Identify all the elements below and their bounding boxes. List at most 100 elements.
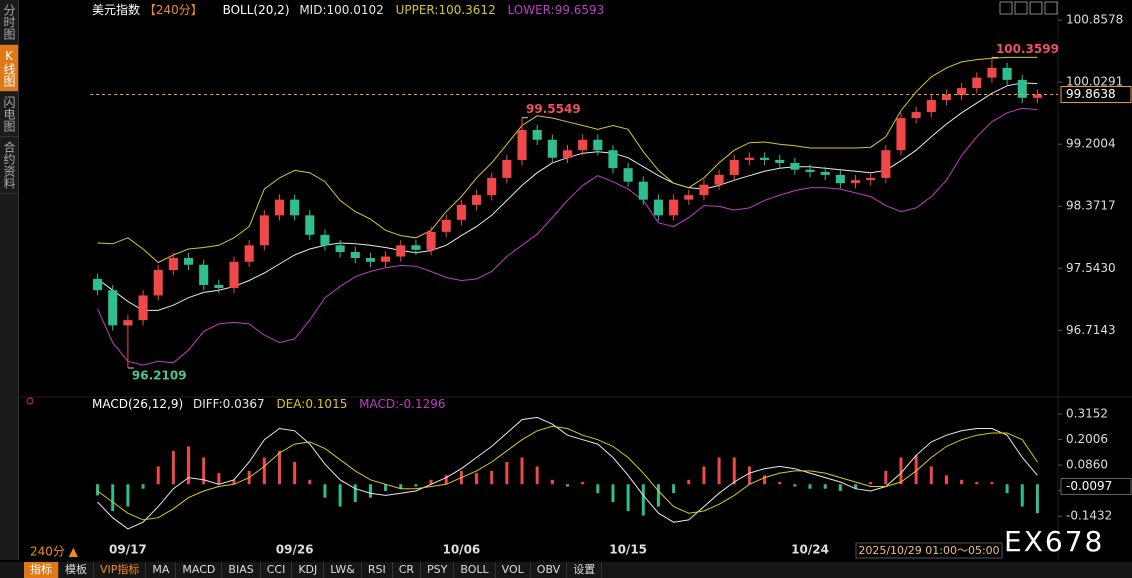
candle-body: [790, 162, 800, 170]
macd-bar: [944, 475, 948, 485]
candle-body: [1017, 79, 1027, 98]
macd-bar: [566, 484, 569, 487]
title: 美元指数: [92, 2, 140, 17]
legend-entry: DIFF:0.0367: [193, 397, 265, 411]
title: MACD(26,12,9): [92, 397, 183, 411]
toolbar-item[interactable]: 模板: [59, 562, 94, 578]
toolbar-item[interactable]: BOLL: [454, 562, 496, 578]
candle-body: [941, 94, 952, 101]
toolbar-item[interactable]: VOL: [496, 562, 531, 578]
macd-bar: [672, 484, 676, 494]
indicator: BOLL(20,2): [223, 3, 290, 17]
sidebar-tab[interactable]: 分时图: [0, 0, 18, 45]
candle-body: [593, 139, 603, 151]
candle-body: [426, 231, 436, 250]
candle-body: [123, 320, 133, 326]
period[interactable]: 【240分】: [144, 3, 203, 17]
macd-bar: [960, 479, 964, 485]
macd-bar: [535, 466, 539, 485]
macd-bar: [808, 484, 812, 489]
candle-body: [1032, 94, 1042, 98]
toolbar-item[interactable]: OBV: [531, 562, 568, 578]
macd-bar: [1005, 484, 1009, 494]
macd-bar: [505, 461, 509, 485]
macd-bar: [141, 484, 145, 489]
candle-body: [729, 159, 739, 175]
candle-body: [669, 199, 679, 216]
macd-bar: [899, 457, 903, 485]
legend-entry: LOWER:99.6593: [508, 3, 605, 17]
macd-bar: [490, 470, 494, 485]
toolbar-item[interactable]: PSY: [421, 562, 455, 578]
y-tick-label: 100.8578: [1066, 13, 1123, 27]
candle-body: [411, 245, 421, 250]
sidebar: 分时图 K线图 闪电图 合约资料: [0, 0, 19, 560]
macd-bar: [323, 484, 327, 498]
candle-body: [699, 184, 709, 196]
main-header: 美元指数 【240分】 BOLL(20,2) MID:100.0102 UPPE…: [92, 2, 604, 17]
candle-body: [335, 245, 345, 253]
toolbar-item[interactable]: RSI: [362, 562, 393, 578]
candle-body: [547, 139, 557, 158]
candle-body: [396, 245, 406, 257]
toolbar-item[interactable]: CCI: [261, 562, 293, 578]
candle-body: [365, 258, 375, 262]
control[interactable]: [1044, 1, 1058, 15]
toolbar-item[interactable]: LW&: [324, 562, 362, 578]
y-tick-label: 0.0860: [1066, 458, 1108, 472]
macd-line: [97, 425, 1038, 521]
macd-bar: [111, 484, 115, 512]
sidebar-tab[interactable]: 闪电图: [0, 92, 18, 137]
candle-body: [684, 195, 694, 200]
sidebar-tab[interactable]: 合约资料: [0, 137, 18, 194]
candle-body: [896, 118, 906, 151]
candle-body: [972, 77, 982, 89]
background: [0, 0, 1132, 562]
candle-body: [502, 159, 512, 178]
toolbar-item[interactable]: 设置: [567, 562, 603, 578]
y-tick-label: 0.3152: [1066, 406, 1108, 420]
control[interactable]: [1014, 1, 1028, 15]
macd-bar: [854, 484, 858, 489]
control[interactable]: [999, 1, 1013, 15]
macd-bar: [869, 482, 873, 485]
extreme-label: 99.5549: [526, 102, 581, 116]
toolbar-item[interactable]: VIP指标: [94, 562, 147, 578]
toolbar-item[interactable]: CR: [393, 562, 422, 578]
y-tick-label: 0.2006: [1066, 432, 1108, 446]
toolbar-item[interactable]: KDJ: [292, 562, 325, 578]
candle-body: [926, 100, 936, 113]
extreme-label: 100.3599: [996, 42, 1059, 56]
candle-body: [911, 112, 921, 119]
candle-body: [1002, 67, 1012, 80]
toolbar-item[interactable]: MA: [146, 562, 177, 578]
candle-body: [623, 168, 633, 182]
candle-body: [744, 157, 754, 160]
x-tick-label: 09/17: [109, 543, 147, 557]
macd-bar: [126, 484, 130, 507]
toolbar-item[interactable]: BIAS: [222, 562, 261, 578]
candle-body: [760, 157, 770, 160]
toolbar-item[interactable]: 指标: [24, 562, 59, 578]
toolbar-item[interactable]: MACD: [176, 562, 223, 578]
macd-bar: [293, 461, 297, 485]
extreme-label: 96.2109: [132, 368, 187, 382]
period-selector[interactable]: 240分 ▲: [30, 545, 79, 559]
current-value-box: [1060, 477, 1132, 495]
candle-body: [153, 269, 163, 296]
candle-body: [472, 195, 482, 205]
macd-bar: [353, 484, 357, 503]
control[interactable]: [1029, 1, 1043, 15]
sidebar-tab[interactable]: K线图: [0, 45, 18, 92]
macd-bar: [823, 484, 827, 489]
candle-body: [517, 130, 527, 160]
current-price-box: [1060, 86, 1132, 104]
cursor-time: 2025/10/29 01:00～05:00: [858, 544, 999, 557]
macd-bar: [1035, 484, 1039, 514]
candle-body: [244, 245, 254, 262]
candle-body: [638, 181, 648, 200]
panel-icon[interactable]: [26, 397, 34, 405]
macd-bar: [520, 457, 524, 485]
macd-bar: [975, 482, 979, 485]
boll-line: [97, 56, 1038, 264]
